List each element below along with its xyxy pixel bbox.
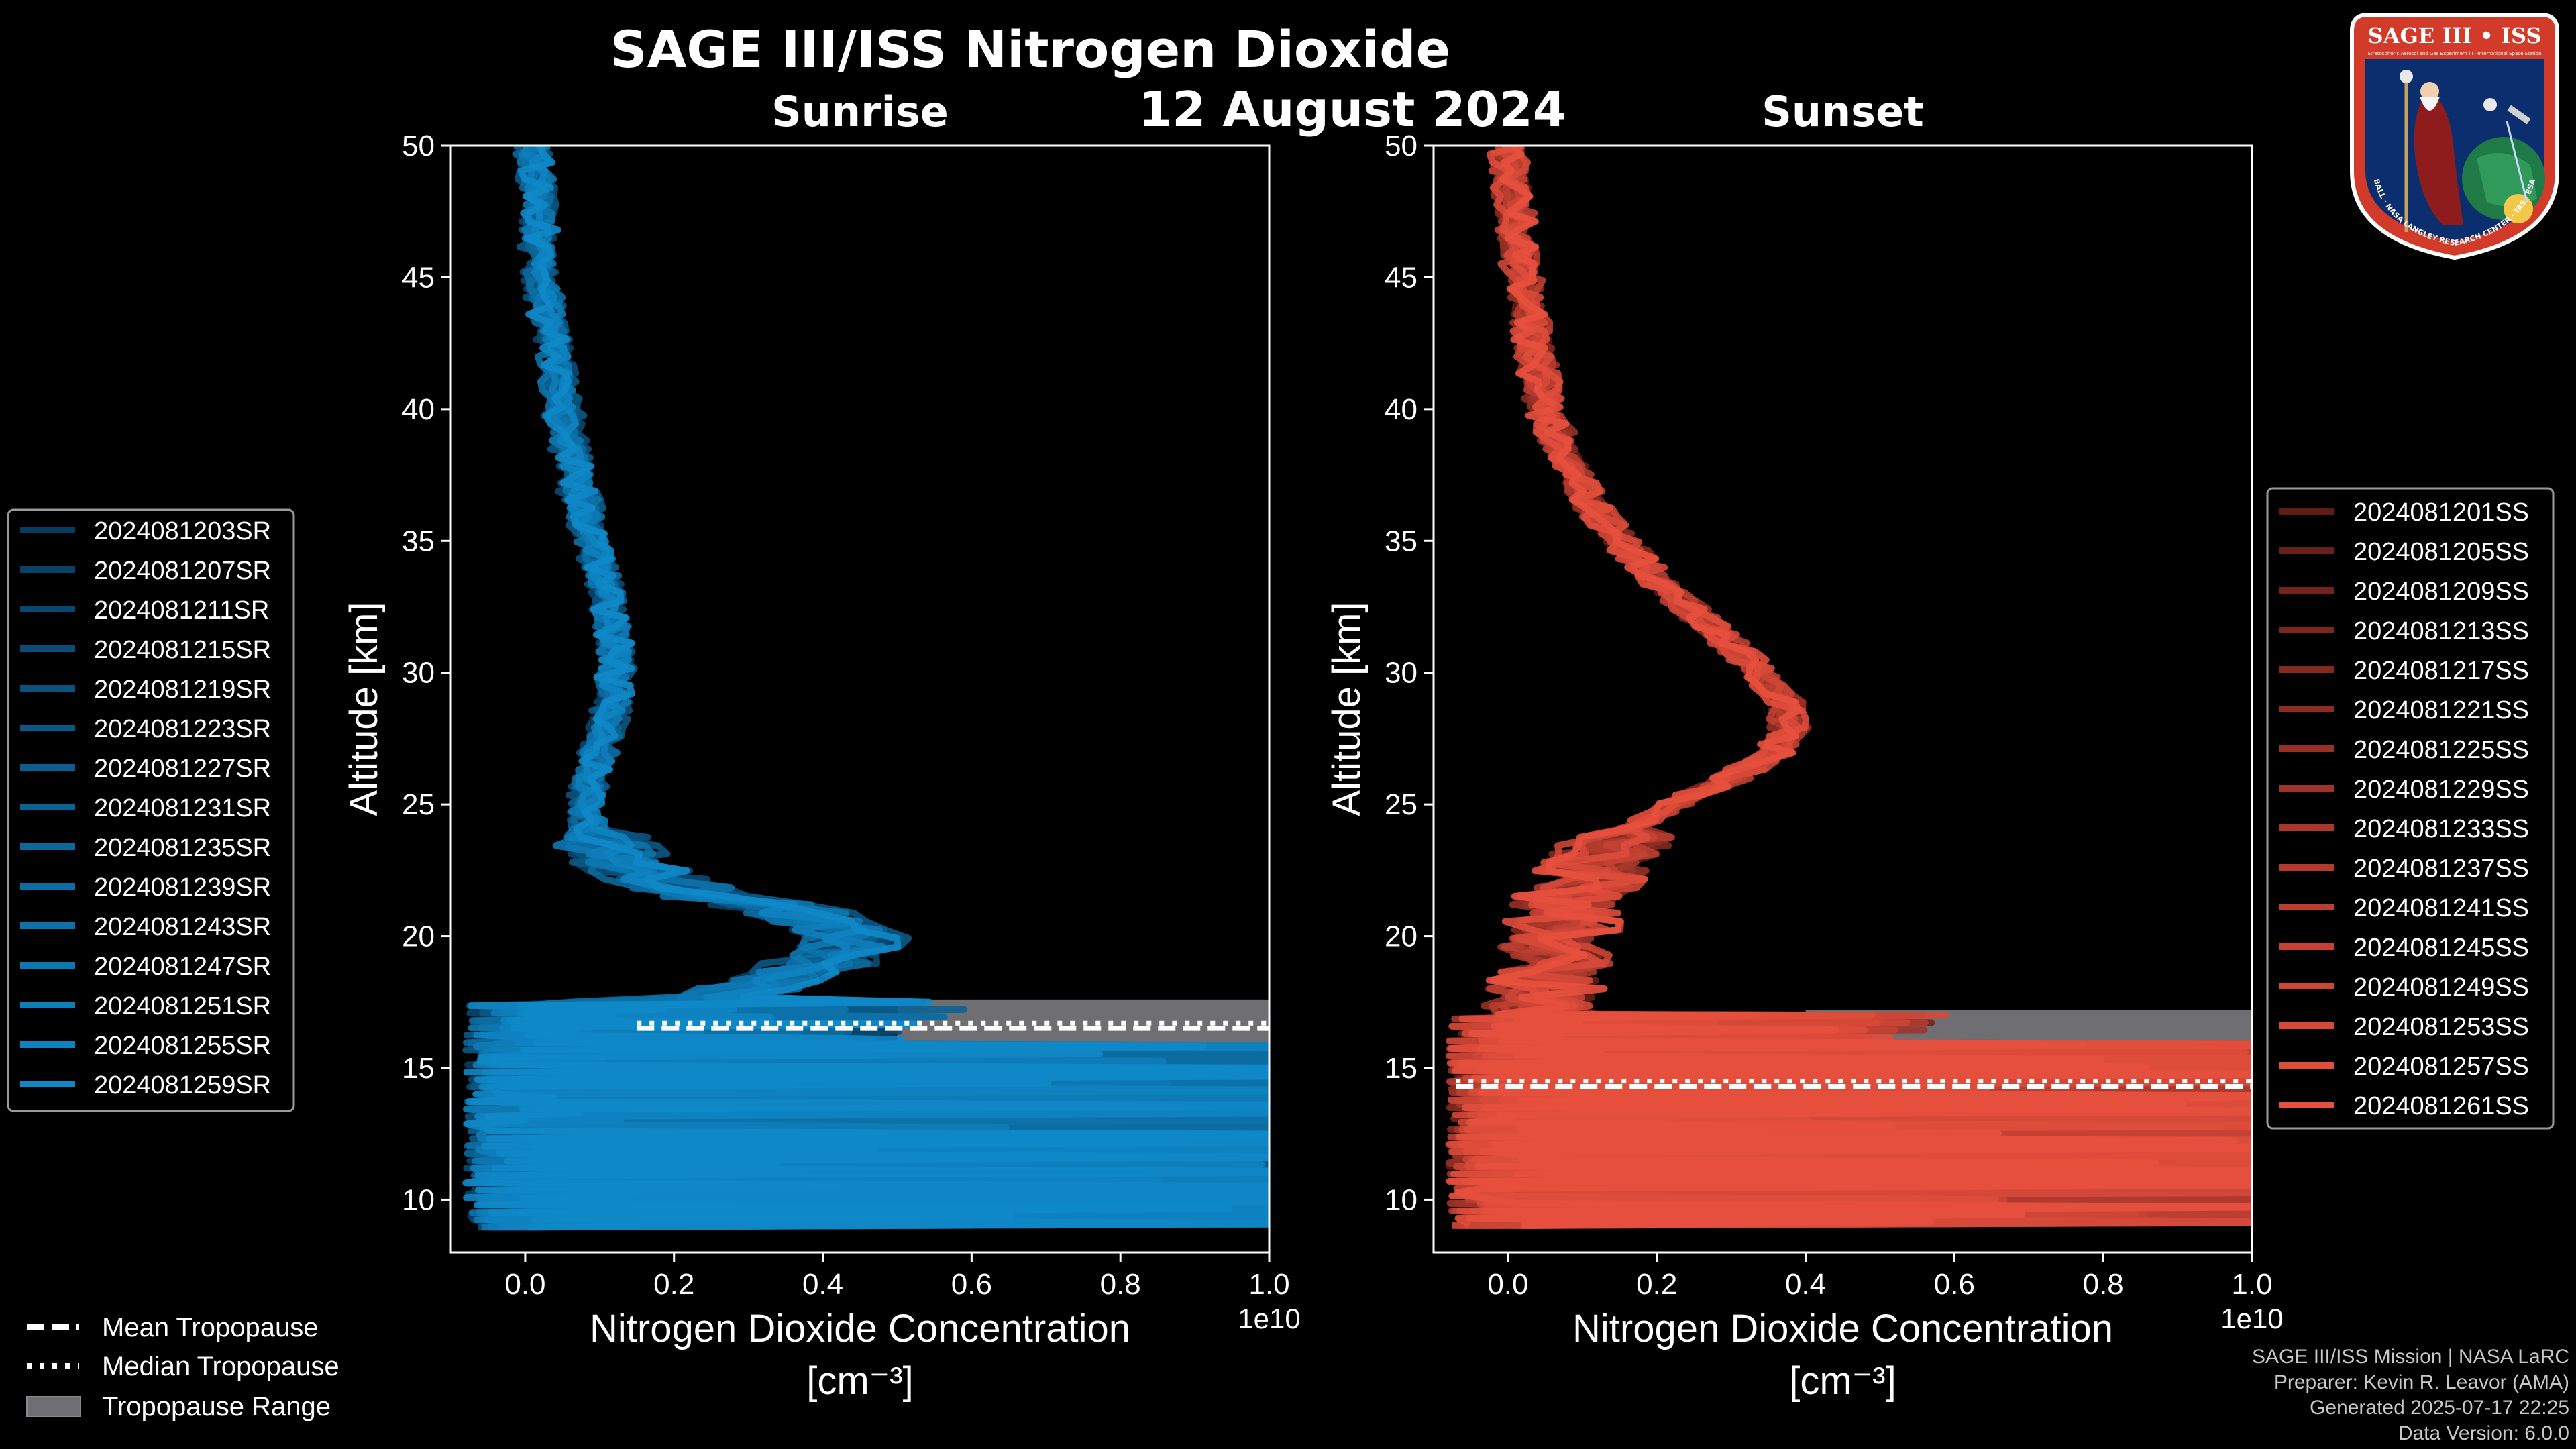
legend-entry: 2024081215SR [94,636,271,664]
legend-entry: 2024081225SS [2353,736,2529,764]
footer-version: Data Version: 6.0.0 [2398,1422,2569,1444]
legend-entry: 2024081211SR [94,596,269,625]
x-axis-multiplier: 1e10 [1238,1303,1300,1334]
y-tick-label: 15 [1385,1052,1417,1085]
profile-lines [1445,146,2252,1229]
legend-entry: 2024081251SR [94,992,271,1020]
x-tick-label: 0.6 [951,1268,992,1301]
legend-entry: 2024081249SS [2353,973,2529,1002]
footer-generated: Generated 2025-07-17 22:25 [2310,1397,2569,1419]
legend-entry: 2024081237SS [2353,855,2529,883]
tropopause-range-label: Tropopause Range [102,1392,331,1421]
legend-entry: 2024081261SS [2353,1092,2529,1120]
x-tick-label: 1.0 [1248,1268,1289,1301]
legend-entry: 2024081223SR [94,715,271,743]
legend-entry: 2024081239SR [94,873,271,902]
x-tick-label: 0.0 [1487,1268,1528,1301]
sunset-panel: 10 15 20 25 30 35 40 45 50 0.0 0.2 0.4 0.6 0.8 1.0 Suns… [1325,87,2284,1403]
sunset-legend: 2024081201SS 2024081205SS 2024081209SS 2024… [2266,487,2555,1130]
legend-entry: 2024081231SR [94,794,271,822]
legend-entry: 2024081217SS [2353,657,2529,685]
y-tick-label: 20 [1385,920,1417,953]
logo-subtitle: Stratospheric Aerosol and Gas Experiment… [2367,51,2541,56]
legend-entry: 2024081209SS [2353,578,2529,606]
y-tick-label: 45 [1385,261,1417,294]
legend-entry: 2024081235SR [94,834,271,862]
sage-iii-iss-logo: SAGE III • ISS Stratospheric Aerosol and… [2350,13,2559,260]
x-tick-label: 0.6 [1934,1268,1975,1301]
y-tick-label: 50 [1385,129,1417,162]
profile-line-2024081259SR [462,146,1269,1231]
legend-entry: 2024081259SR [94,1071,271,1099]
y-tick-label: 30 [1385,657,1417,690]
x-tick-label: 1.0 [2231,1268,2272,1301]
legend-entry: 2024081245SS [2353,934,2529,962]
footer-mission: SAGE III/ISS Mission | NASA LaRC [2252,1346,2569,1368]
legend-entry: 2024081241SS [2353,894,2529,922]
x-axis-label: Nitrogen Dioxide Concentration [1572,1307,2113,1350]
legend-entry: 2024081205SS [2353,538,2529,566]
y-tick-label: 10 [1385,1183,1417,1216]
legend-entry: 2024081221SS [2353,696,2529,724]
plot-frame [449,144,1271,1254]
legend-entry: 2024081207SR [94,557,271,585]
profile-lines [462,146,1269,1231]
y-axis-label: Altitude [km] [1325,602,1368,816]
y-tick-label: 30 [402,657,435,690]
figure-date: 12 August 2024 [1138,81,1566,138]
y-tick-label: 25 [1385,788,1417,821]
x-tick-label: 0.0 [504,1268,545,1301]
legend-entry: 2024081227SR [94,755,271,783]
y-tick-label: 35 [1385,525,1417,557]
legend-entry: 2024081201SS [2353,498,2529,527]
x-axis-unit-label: [cm⁻³] [1789,1359,1896,1403]
footer-preparer: Preparer: Kevin R. Leavor (AMA) [2273,1371,2569,1393]
y-tick-label: 45 [402,261,435,294]
y-tick-label: 10 [402,1183,435,1216]
y-tick-label: 20 [402,920,435,953]
x-axis-unit-label: [cm⁻³] [806,1359,913,1403]
y-axis-label: Altitude [km] [342,602,386,816]
sunrise-legend: 2024081203SR 2024081207SR 2024081211SR 2024… [7,508,295,1112]
x-axis-multiplier: 1e10 [2220,1303,2283,1334]
y-tick-label: 35 [402,525,435,557]
legend-entry: 2024081233SS [2353,815,2529,843]
tropopause-range-swatch [26,1396,81,1417]
legend-entry: 2024081257SS [2353,1053,2529,1081]
y-tick-label: 40 [1385,393,1417,426]
legend-entry: 2024081247SR [94,953,271,981]
x-tick-label: 0.4 [1785,1268,1826,1301]
legend-entry: 2024081253SS [2353,1013,2529,1041]
logo-title: SAGE III • ISS [2368,23,2542,48]
x-tick-label: 0.4 [802,1268,843,1301]
legend-entry: 2024081213SS [2353,617,2529,645]
y-tick-label: 15 [402,1052,435,1085]
profile-line-2024081261SS [1446,146,2252,1229]
x-axis-label: Nitrogen Dioxide Concentration [590,1307,1130,1350]
panel-title: Sunrise [771,87,949,136]
x-tick-label: 0.2 [1636,1268,1677,1301]
legend-entry: 2024081219SR [94,676,271,704]
legend-entry: 2024081229SS [2353,775,2529,804]
figure-title: SAGE III/ISS Nitrogen Dioxide [610,19,1450,79]
y-tick-label: 25 [402,788,435,821]
y-tick-label: 50 [402,129,435,162]
median-tropopause-label: Median Tropopause [102,1352,339,1381]
x-tick-label: 0.8 [2083,1268,2124,1301]
mean-tropopause-label: Mean Tropopause [102,1313,318,1342]
x-tick-label: 0.8 [1100,1268,1141,1301]
tropopause-legend: Mean Tropopause Median Tropopause Tropop… [26,1313,339,1421]
legend-entry: 2024081255SR [94,1032,271,1060]
legend-entry: 2024081203SR [94,517,271,545]
sunrise-panel: 10 15 20 25 30 35 40 45 50 0.0 0.2 0.4 0.6 0.8 1.0 Sunr… [342,87,1301,1403]
legend-entry: 2024081243SR [94,913,271,941]
x-tick-label: 0.2 [653,1268,694,1301]
plot-frame [1432,144,2253,1254]
y-tick-label: 40 [402,393,435,426]
footer-credits: SAGE III/ISS Mission | NASA LaRC Prepare… [2252,1344,2569,1446]
panel-title: Sunset [1762,87,1924,136]
